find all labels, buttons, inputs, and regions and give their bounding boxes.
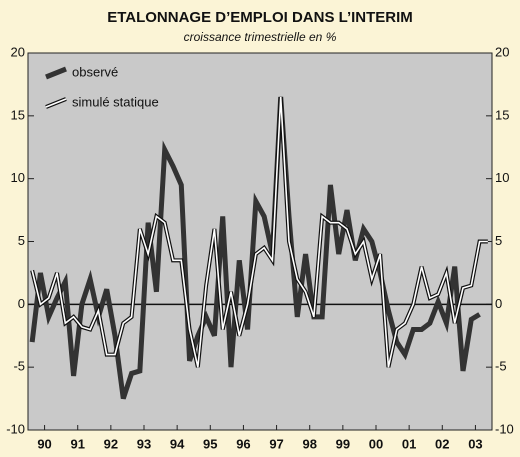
legend-label: simulé statique [72, 94, 159, 109]
y-tick-label: -10 [6, 421, 25, 436]
x-tick-label: 92 [104, 436, 118, 451]
x-tick-label: 00 [369, 436, 383, 451]
y-tick-label-right: 0 [495, 296, 502, 311]
y-tick-label-right: -10 [495, 421, 514, 436]
chart-subtitle: croissance trimestrielle en % [184, 30, 337, 44]
x-tick-label: 02 [435, 436, 449, 451]
y-tick-label: 15 [11, 107, 25, 122]
y-tick-label-right: 10 [495, 170, 509, 185]
x-tick-label: 96 [236, 436, 250, 451]
x-tick-label: 90 [37, 436, 51, 451]
x-tick-label: 97 [269, 436, 283, 451]
y-tick-label: -5 [13, 359, 25, 374]
x-tick-label: 91 [70, 436, 84, 451]
y-tick-label: 5 [18, 233, 25, 248]
legend-label: observé [72, 64, 118, 79]
y-tick-label-right: -5 [495, 359, 507, 374]
x-tick-label: 94 [170, 436, 185, 451]
y-tick-label: 10 [11, 170, 25, 185]
legend-swatch [45, 66, 67, 80]
x-tick-label: 98 [302, 436, 316, 451]
plot-area [27, 52, 493, 431]
chart-title: ETALONNAGE D’EMPLOI DANS L’INTERIM [107, 9, 413, 26]
x-tick-label: 93 [137, 436, 151, 451]
x-tick-label: 01 [402, 436, 416, 451]
y-tick-label-right: 20 [495, 44, 509, 59]
x-tick-label: 99 [336, 436, 350, 451]
y-tick-label-right: 5 [495, 233, 502, 248]
y-tick-label-right: 15 [495, 107, 509, 122]
x-tick-label: 95 [203, 436, 217, 451]
x-tick-label: 03 [468, 436, 482, 451]
series-line [29, 96, 481, 400]
y-tick-label: 20 [11, 44, 25, 59]
legend-swatch [45, 98, 67, 108]
y-tick-label: 0 [18, 296, 25, 311]
series-line [31, 96, 488, 368]
